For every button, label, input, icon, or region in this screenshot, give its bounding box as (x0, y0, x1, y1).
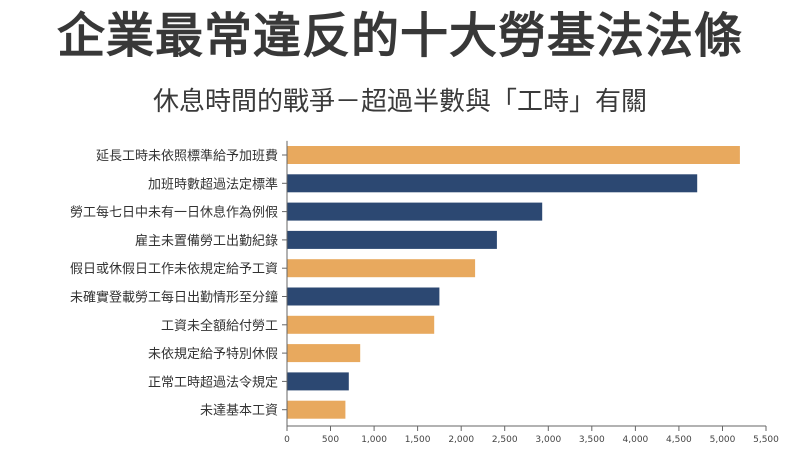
page-title: 企業最常違反的十大勞基法法條 (56, 8, 743, 64)
x-tick-label: 4,000 (623, 435, 649, 445)
x-tick-label: 500 (322, 435, 339, 445)
category-label: 雇主未置備勞工出勤紀錄 (135, 233, 278, 249)
bar (287, 400, 346, 419)
category-label: 未依規定給予特別休假 (148, 347, 278, 362)
category-label: 假日或休假日工作未依規定給予工資 (70, 262, 278, 277)
bar (287, 287, 440, 306)
bar (287, 174, 698, 193)
bar (287, 344, 361, 363)
x-tick-label: 4,500 (666, 435, 692, 445)
bar (287, 202, 543, 221)
bar (287, 230, 497, 249)
bar (287, 372, 349, 391)
category-label: 勞工每七日中未有一日休息作為例假 (70, 205, 278, 221)
x-tick-label: 5,500 (753, 435, 779, 445)
x-tick-label: 5,000 (710, 435, 736, 445)
x-tick-label: 3,500 (579, 435, 605, 445)
page-subtitle: 休息時間的戰爭－超過半數與「工時」有關 (152, 87, 647, 117)
category-label: 正常工時超過法令規定 (148, 375, 278, 390)
x-tick-label: 3,000 (535, 435, 561, 445)
x-tick-label: 0 (284, 435, 290, 445)
bar (287, 146, 740, 164)
bar (287, 259, 476, 278)
category-label: 延長工時未依照標準給予加班費 (96, 148, 278, 164)
x-tick-label: 2,000 (448, 435, 474, 445)
x-tick-label: 1,500 (405, 435, 431, 445)
category-label: 工資未全額給付勞工 (161, 318, 278, 334)
x-tick-label: 2,500 (492, 435, 518, 445)
category-label: 未確實登載勞工每日出勤情形至分鐘 (70, 290, 278, 306)
x-tick-label: 1,000 (361, 435, 387, 445)
bar (287, 315, 435, 334)
category-label: 加班時數超過法定標準 (148, 176, 278, 192)
category-label: 未達基本工資 (200, 404, 278, 419)
